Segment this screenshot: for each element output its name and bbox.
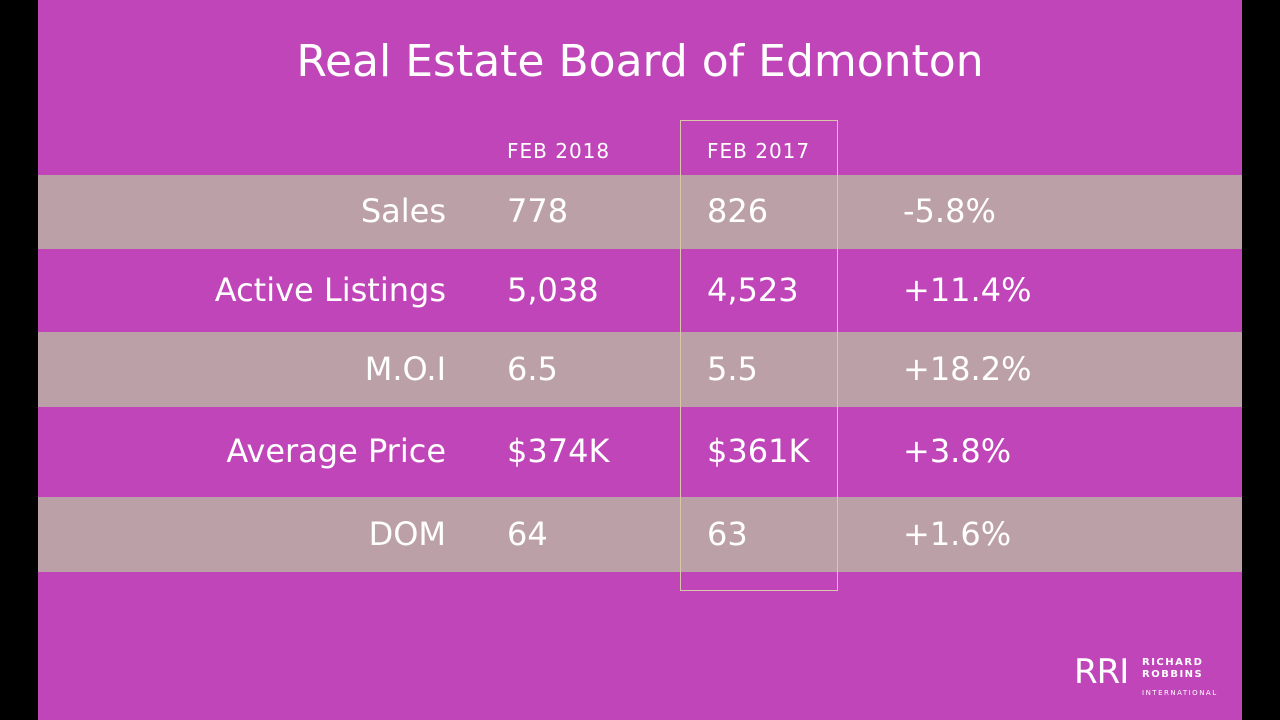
logo-mark: RRI bbox=[1074, 652, 1129, 692]
cell: -5.8% bbox=[903, 192, 996, 230]
row-band bbox=[38, 332, 1242, 407]
logo-text: RICHARD bbox=[1142, 657, 1204, 668]
logo-text: ROBBINS bbox=[1142, 669, 1204, 680]
cell: +1.6% bbox=[903, 514, 1012, 553]
cell: 6.5 bbox=[507, 349, 558, 388]
cell: 4,523 bbox=[707, 270, 799, 309]
row-band bbox=[38, 497, 1242, 572]
row-label: DOM bbox=[368, 514, 446, 553]
highlight-box bbox=[680, 120, 838, 591]
title: Real Estate Board of Edmonton bbox=[296, 36, 984, 87]
column-header: FEB 2017 bbox=[707, 139, 811, 163]
column-header: FEB 2018 bbox=[507, 139, 611, 163]
cell: +11.4% bbox=[903, 270, 1032, 309]
row-band bbox=[38, 175, 1242, 249]
cell: 826 bbox=[707, 192, 769, 230]
logo-text: INTERNATIONAL bbox=[1142, 689, 1218, 697]
cell: 778 bbox=[507, 192, 569, 230]
cell: 5,038 bbox=[507, 270, 599, 309]
cell: $374K bbox=[507, 432, 610, 470]
slide: Real Estate Board of Edmonton Sales 778 82… bbox=[38, 0, 1242, 720]
cell: $361K bbox=[707, 432, 810, 470]
row-label: Active Listings bbox=[214, 270, 446, 309]
row-label: Average Price bbox=[226, 432, 446, 470]
cell: +18.2% bbox=[903, 349, 1032, 388]
row-band bbox=[38, 407, 1242, 497]
cell: 63 bbox=[707, 514, 748, 553]
cell: +3.8% bbox=[903, 432, 1012, 470]
cell: 5.5 bbox=[707, 349, 758, 388]
cell: 64 bbox=[507, 514, 548, 553]
row-label: M.O.I bbox=[364, 349, 446, 388]
row-label: Sales bbox=[360, 192, 446, 230]
